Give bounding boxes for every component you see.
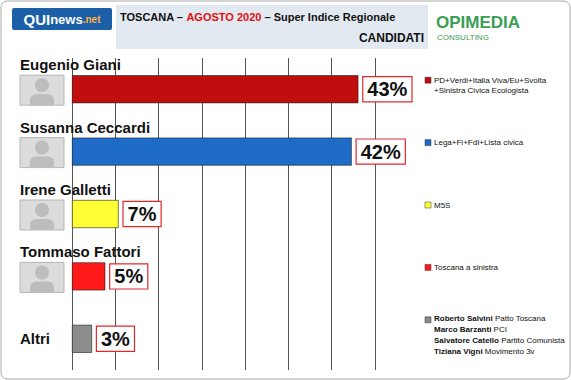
svg-text:PD+Verdi+Italia Viva/Eu+Svolta: PD+Verdi+Italia Viva/Eu+Svolta bbox=[434, 76, 548, 85]
svg-text:news: news bbox=[50, 12, 83, 27]
svg-text:Tiziana Vigni: Tiziana Vigni bbox=[434, 347, 483, 356]
svg-text:Partito Comunista: Partito Comunista bbox=[499, 336, 565, 345]
svg-text:AGOSTO 2020: AGOSTO 2020 bbox=[186, 11, 261, 23]
svg-text:5%: 5% bbox=[114, 265, 143, 287]
svg-text:.net: .net bbox=[83, 14, 101, 25]
svg-text:Roberto Salvini: Roberto Salvini bbox=[434, 314, 493, 323]
svg-text:– Super Indice Regionale: – Super Indice Regionale bbox=[261, 11, 395, 23]
svg-text:Patto Toscana: Patto Toscana bbox=[493, 314, 546, 323]
svg-text:Salvatore Catello: Salvatore Catello bbox=[434, 336, 499, 345]
svg-text:CONSULTING: CONSULTING bbox=[437, 33, 489, 42]
svg-text:CANDIDATI: CANDIDATI bbox=[359, 31, 424, 45]
svg-text:Irene Galletti: Irene Galletti bbox=[20, 181, 111, 198]
svg-text:Tommaso Fattori: Tommaso Fattori bbox=[20, 243, 141, 260]
svg-text:PCI: PCI bbox=[491, 325, 507, 334]
svg-text:Toscana a sinistra: Toscana a sinistra bbox=[434, 263, 499, 272]
svg-text:M5S: M5S bbox=[434, 201, 450, 210]
svg-text:Susanna Ceccardi: Susanna Ceccardi bbox=[20, 119, 150, 136]
svg-text:QUI: QUI bbox=[24, 11, 51, 28]
svg-text:OPIMEDIA: OPIMEDIA bbox=[436, 13, 520, 32]
svg-text:Eugenio Giani: Eugenio Giani bbox=[20, 56, 121, 73]
svg-text:3%: 3% bbox=[101, 328, 130, 350]
svg-text:Movimento 3v: Movimento 3v bbox=[483, 347, 535, 356]
svg-text:TOSCANA –: TOSCANA – bbox=[120, 11, 186, 23]
svg-text:43%: 43% bbox=[367, 78, 407, 100]
svg-text:+Sinistra Civica Ecologista: +Sinistra Civica Ecologista bbox=[434, 86, 529, 95]
svg-text:Altri: Altri bbox=[20, 330, 50, 347]
svg-text:Lega+Fi+FdI+Lista civica: Lega+Fi+FdI+Lista civica bbox=[434, 138, 524, 147]
svg-text:42%: 42% bbox=[361, 141, 401, 163]
svg-text:Marco Barzanti: Marco Barzanti bbox=[434, 325, 491, 334]
svg-text:7%: 7% bbox=[128, 203, 157, 225]
